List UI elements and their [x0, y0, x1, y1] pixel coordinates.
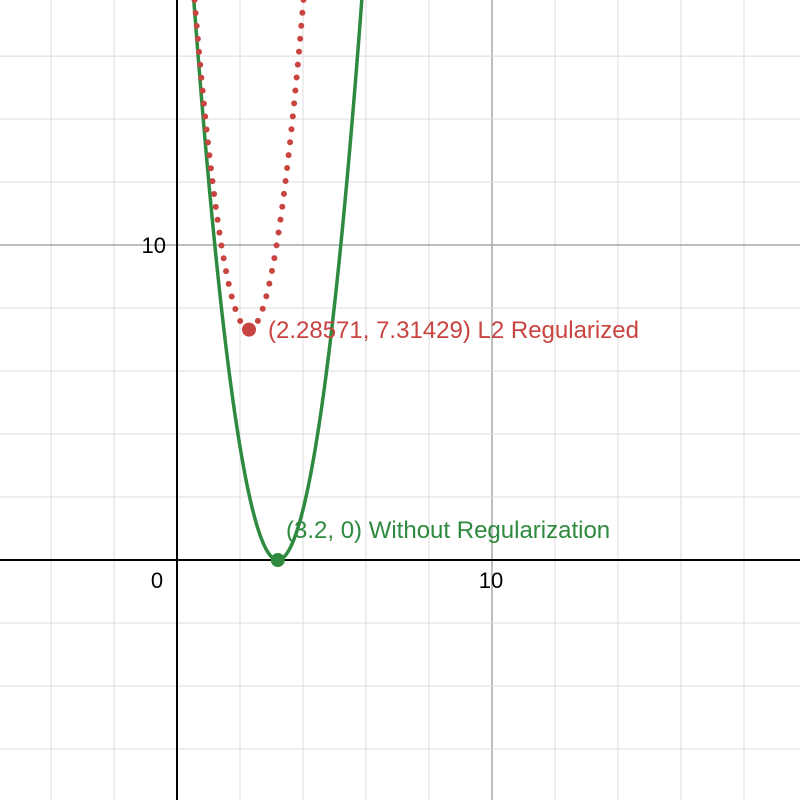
x-tick-label-0: 0	[151, 568, 163, 593]
l2-minimum-point	[241, 322, 256, 337]
y-tick-label-10: 10	[142, 233, 166, 258]
unregularized-minimum-point	[270, 553, 285, 567]
point-label-l2: (2.28571, 7.31429) L2 Regularized	[268, 317, 639, 344]
point-label-unregularized: (3.2, 0) Without Regularization	[286, 517, 610, 544]
x-tick-label-10: 10	[479, 568, 503, 593]
unregularized-curve	[192, 0, 364, 562]
